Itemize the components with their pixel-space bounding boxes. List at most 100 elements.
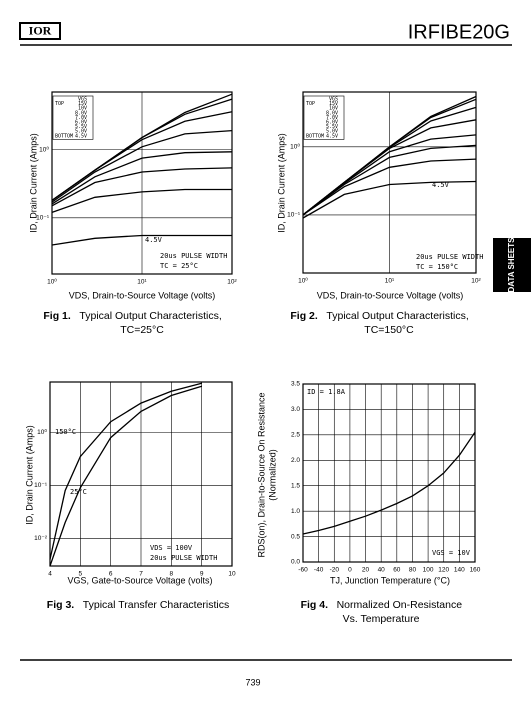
x-tick-label: 5 xyxy=(79,571,83,578)
y-tick-label: 0.5 xyxy=(291,533,300,540)
legend-entry: 7.0V xyxy=(75,115,87,121)
legend-entry: 6.0V xyxy=(75,120,87,126)
page-number: 739 xyxy=(245,677,260,687)
legend-entry: 8.0V xyxy=(75,110,87,116)
x-tick-label: 20 xyxy=(362,567,370,574)
y-tick-label: 10⁻² xyxy=(34,535,48,542)
figure-caption: Typical Output Characteristics, xyxy=(326,310,468,322)
x-tick-label: 100 xyxy=(423,567,434,574)
logo: IOR xyxy=(29,23,52,37)
legend-title: VGS xyxy=(329,97,338,103)
x-tick-label: -40 xyxy=(314,567,324,574)
x-tick-label: 6 xyxy=(109,571,113,578)
side-tab-label: DATA SHEETS xyxy=(507,237,516,293)
annotation: VGS = 10V xyxy=(432,549,471,557)
legend-entry: 5.5V xyxy=(326,124,338,130)
legend-entry: 5.0V xyxy=(75,129,87,135)
x-tick-label: 10⁰ xyxy=(298,277,308,285)
legend-entry: 15V xyxy=(78,101,87,107)
figure-label: Fig 4. xyxy=(301,599,329,611)
y-axis-label: ID, Drain Current (Amps) xyxy=(28,133,38,233)
y-tick-label: 0.0 xyxy=(291,559,300,566)
x-tick-label: 10 xyxy=(228,571,236,578)
curve xyxy=(302,431,476,535)
x-tick-label: 8 xyxy=(170,571,174,578)
curve-label: 150°C xyxy=(55,428,76,436)
figure-label: Fig 3. xyxy=(47,599,75,611)
annotation: 4.5V xyxy=(145,236,163,244)
legend-entry: 4.5V xyxy=(326,133,338,139)
curve xyxy=(302,158,477,216)
y-tick-label: 10⁰ xyxy=(37,428,47,436)
x-axis-label: TJ, Junction Temperature (°C) xyxy=(330,575,450,585)
y-axis-label: ID, Drain Current (Amps) xyxy=(24,425,34,525)
x-tick-label: 140 xyxy=(454,567,465,574)
curve xyxy=(302,144,477,216)
curve xyxy=(51,188,232,214)
legend-box xyxy=(303,95,345,140)
curve xyxy=(51,111,233,201)
y-tick-label: 1.0 xyxy=(291,508,300,515)
y-tick-label: 10⁰ xyxy=(290,143,300,151)
x-tick-label: 10¹ xyxy=(137,279,147,286)
legend-entry: 6.0V xyxy=(326,120,338,126)
x-tick-label: 10¹ xyxy=(385,278,395,285)
legend-entry: 8.0V xyxy=(326,110,338,116)
legend-entry: 5.0V xyxy=(326,129,338,135)
annotation: TC = 25°C xyxy=(160,262,198,270)
figure-caption: Normalized On-Resistance xyxy=(337,599,463,611)
legend-entry: 10V xyxy=(78,106,87,112)
figure-caption: TC=150°C xyxy=(364,324,414,336)
y-tick-label: 10⁻¹ xyxy=(36,215,50,222)
x-tick-label: 10² xyxy=(227,279,237,286)
x-tick-label: -60 xyxy=(298,567,308,574)
y-axis-label: (Normalized) xyxy=(267,449,277,501)
x-axis-label: VDS, Drain-to-Source Voltage (volts) xyxy=(69,290,216,300)
curve xyxy=(51,151,233,205)
curve xyxy=(302,180,477,219)
x-tick-label: 7 xyxy=(139,571,143,578)
curve xyxy=(49,382,202,560)
legend-box xyxy=(52,95,94,140)
figure-label: Fig 2. xyxy=(290,310,318,322)
legend-entry: 5.5V xyxy=(75,124,87,130)
legend-entry: 10V xyxy=(329,106,338,112)
x-tick-label: 4 xyxy=(48,571,52,578)
annotation: 4.5V xyxy=(432,181,450,189)
y-tick-label: 10⁰ xyxy=(39,145,49,153)
x-axis-label: VDS, Drain-to-Source Voltage (volts) xyxy=(317,290,464,300)
x-tick-label: 40 xyxy=(378,567,386,574)
curve-label: 25°C xyxy=(70,488,87,496)
figure-label: Fig 1. xyxy=(43,310,71,322)
curve xyxy=(49,385,202,567)
legend-title: VGS xyxy=(78,97,87,103)
side-tab xyxy=(493,238,531,292)
x-tick-label: -20 xyxy=(330,567,340,574)
curve xyxy=(51,129,233,203)
x-tick-label: 80 xyxy=(409,567,417,574)
y-axis-label: ID, Drain Current (Amps) xyxy=(276,133,286,233)
annotation: 20us PULSE WIDTH xyxy=(150,554,217,562)
legend-bottom: BOTTOM xyxy=(55,133,73,139)
x-tick-label: 0 xyxy=(348,567,352,574)
y-tick-label: 1.5 xyxy=(291,482,300,489)
x-tick-label: 160 xyxy=(470,567,481,574)
figure-caption: TC=25°C xyxy=(120,324,164,336)
legend-top: TOP xyxy=(306,101,315,107)
x-tick-label: 60 xyxy=(393,567,401,574)
figure-caption: Typical Transfer Characteristics xyxy=(83,599,229,611)
annotation: ID = 1.8A xyxy=(307,388,346,396)
x-tick-label: 10⁰ xyxy=(47,278,57,286)
annotation: VDS = 100V xyxy=(150,544,193,552)
annotation: 20us PULSE WIDTH xyxy=(160,252,227,260)
legend-top: TOP xyxy=(55,101,64,107)
part-number: IRFIBE20G xyxy=(408,21,510,43)
y-tick-label: 2.5 xyxy=(291,432,300,439)
legend-entry: 7.0V xyxy=(326,115,338,121)
annotation: TC = 150°C xyxy=(416,263,458,271)
figure-caption: Vs. Temperature xyxy=(343,613,420,625)
y-tick-label: 10⁻¹ xyxy=(287,212,301,219)
y-tick-label: 3.0 xyxy=(291,406,300,413)
annotation: 20us PULSE WIDTH xyxy=(416,253,483,261)
